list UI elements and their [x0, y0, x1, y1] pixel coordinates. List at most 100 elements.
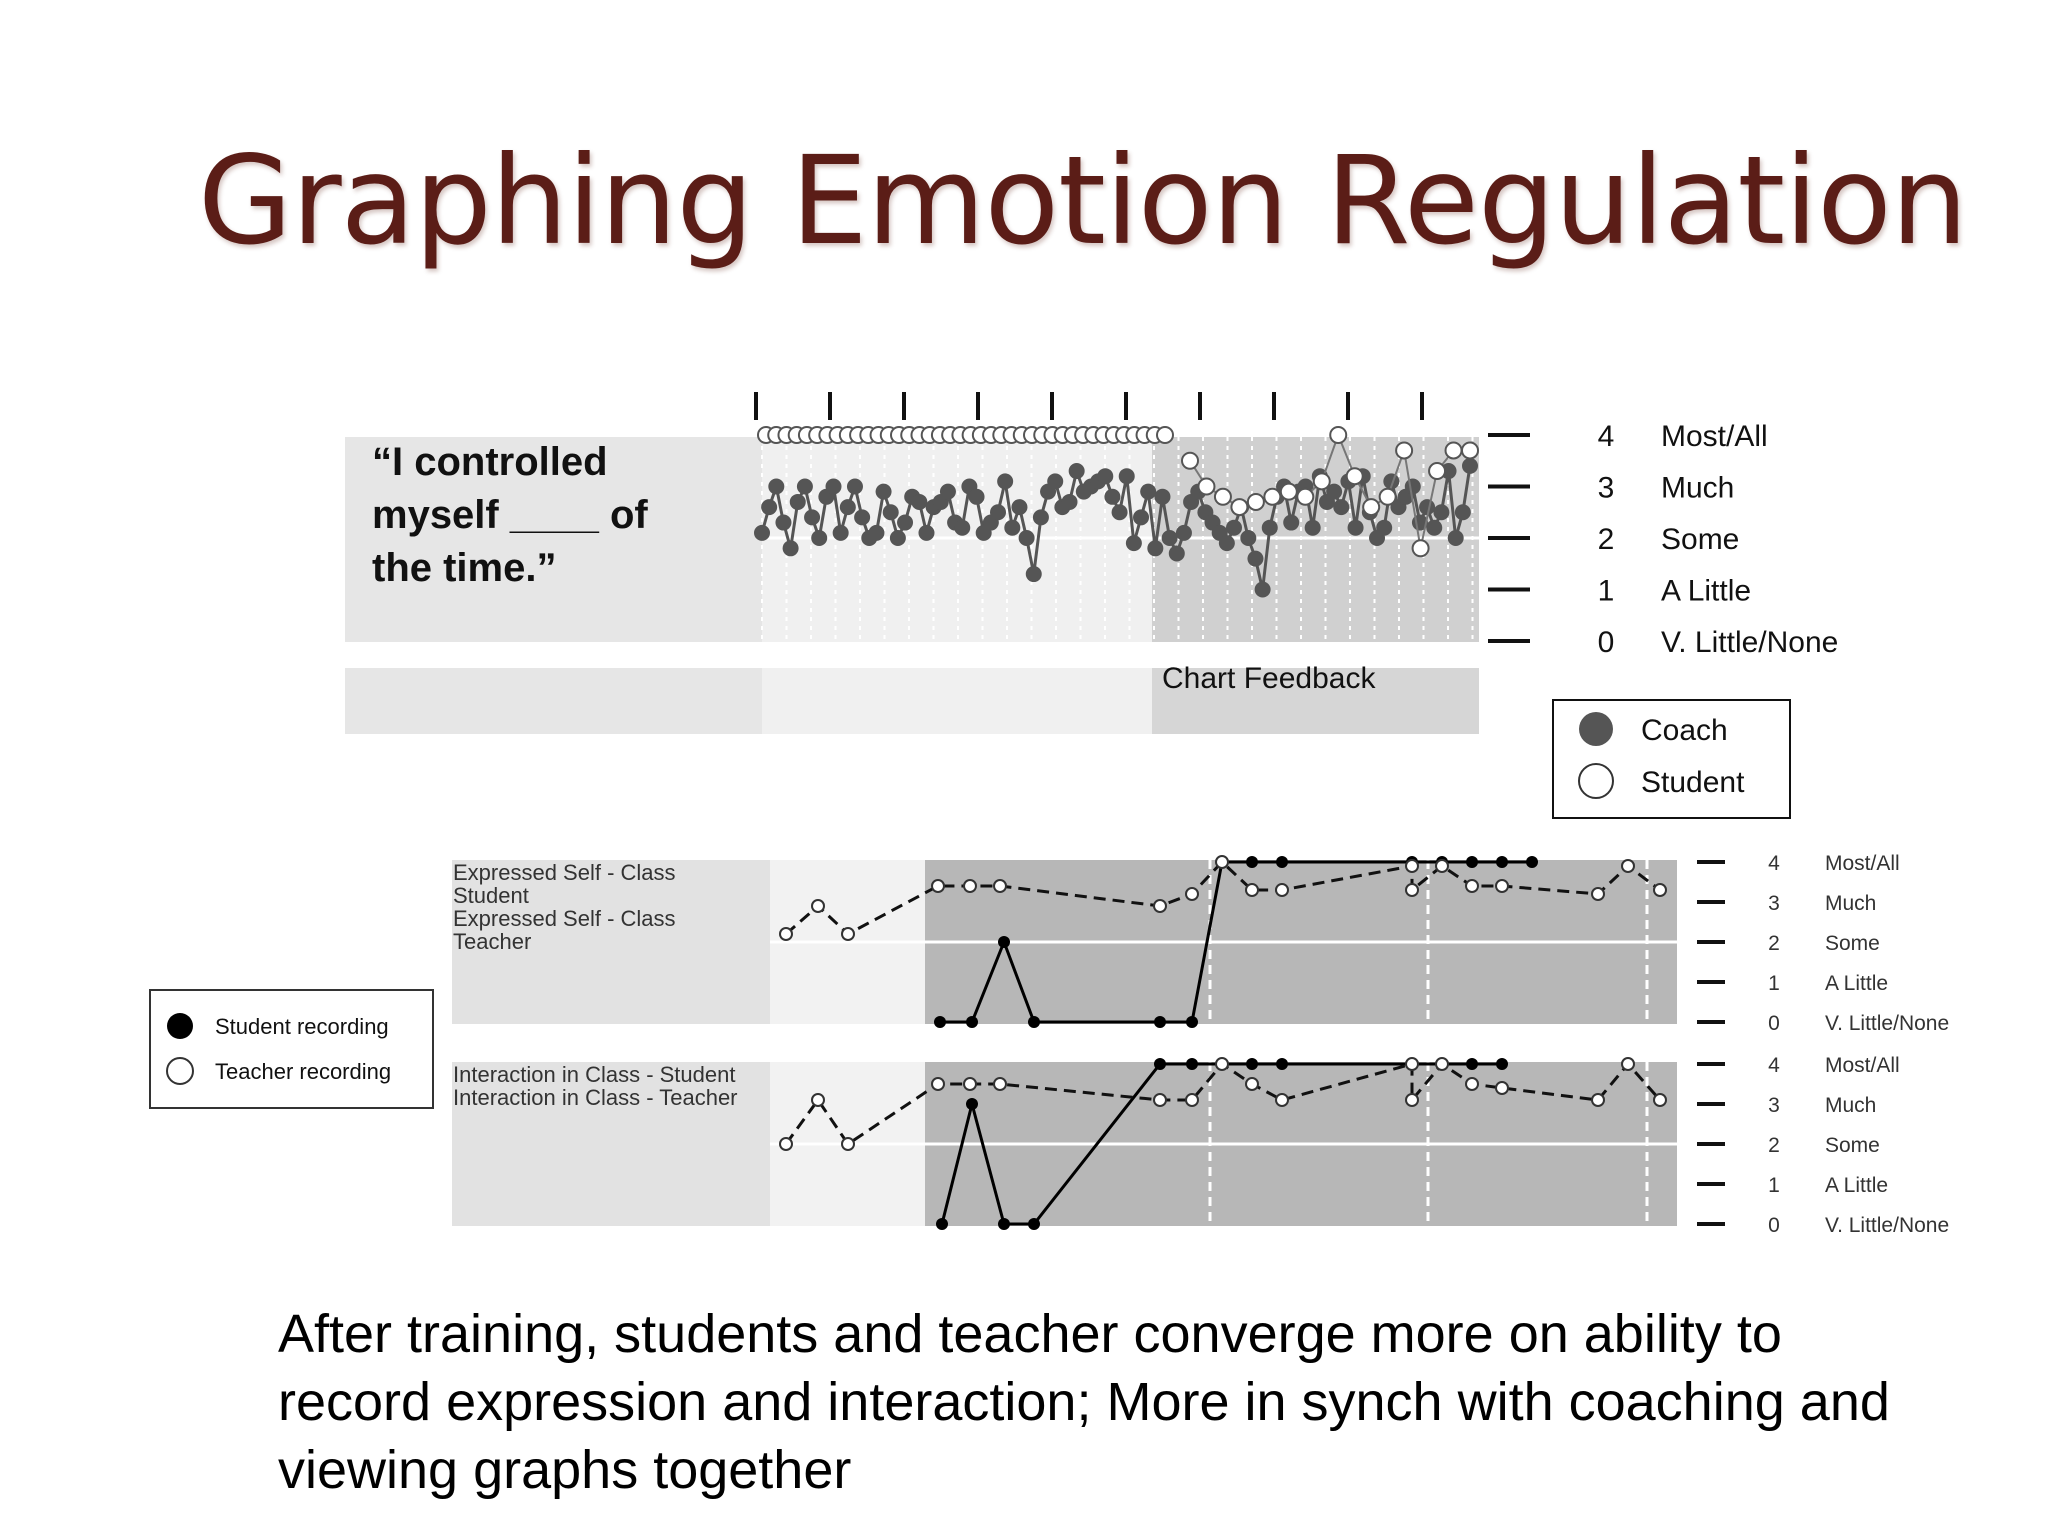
- student-series-point: [841, 927, 855, 941]
- coach-point: [789, 493, 806, 510]
- row-label-panel: [452, 1062, 770, 1226]
- student-series-point: [1653, 1093, 1667, 1107]
- coach-point: [1333, 499, 1350, 516]
- student-point: [1213, 487, 1232, 506]
- coach-point: [1283, 514, 1300, 531]
- top-series: [754, 426, 1479, 598]
- coach-point: [1125, 535, 1142, 552]
- top-y-label: Much: [1661, 472, 1734, 505]
- student-series-point: [1405, 883, 1419, 897]
- row-label: Interaction in Class - Student: [453, 1062, 735, 1087]
- coach-point: [1140, 483, 1157, 500]
- student-series-point: [1405, 1093, 1419, 1107]
- coach-point: [1419, 499, 1436, 516]
- coach-point: [1261, 519, 1278, 536]
- coach-point: [882, 504, 899, 521]
- student-point: [1312, 472, 1331, 491]
- coach-point: [1218, 535, 1235, 552]
- top-y-label: Some: [1661, 523, 1739, 556]
- phase-strip-feedback: [1152, 668, 1479, 734]
- coach-point: [1154, 488, 1171, 505]
- prompt-line-1: “I controlled: [372, 440, 608, 484]
- phase-strip-mid: [762, 668, 1152, 734]
- teacher-series-point: [936, 1218, 948, 1230]
- student-point: [1181, 451, 1199, 470]
- top-y-axis: 4 Most/All 3 Much 2 Some 1 A Little 0 V. Little/N…: [1488, 420, 1838, 659]
- bottom-y-label: Some: [1825, 1134, 1880, 1157]
- student-recording-label: Student recording: [215, 1014, 389, 1039]
- slide-caption: After training, students and teacher con…: [278, 1304, 1890, 1500]
- teacher-series-point: [1028, 1218, 1040, 1230]
- student-series-point: [1153, 899, 1167, 913]
- top-legend: Coach Student: [1552, 699, 1791, 819]
- top-y-value: 4: [1598, 420, 1615, 453]
- coach-point: [1168, 545, 1185, 562]
- coach-point: [804, 509, 821, 526]
- coach-point: [868, 524, 885, 541]
- student-series-point: [1465, 1077, 1479, 1091]
- coach-point: [811, 530, 828, 546]
- student-series-point: [1275, 883, 1289, 897]
- coach-point: [997, 473, 1014, 490]
- bottom-y-label: Much: [1825, 1094, 1876, 1117]
- coach-point: [1376, 519, 1393, 536]
- coach-point: [839, 499, 856, 516]
- student-point: [1156, 426, 1174, 444]
- coach-point: [1147, 540, 1164, 557]
- coach-point: [754, 524, 770, 541]
- student-point: [1411, 539, 1430, 558]
- coach-point: [897, 514, 914, 531]
- prompt-line-2: myself ____ of: [372, 493, 648, 537]
- row-label: Student: [453, 883, 529, 908]
- coach-point: [1118, 468, 1135, 485]
- bottom-y-value: 2: [1768, 1134, 1780, 1157]
- teacher-series-point: [1276, 1058, 1288, 1070]
- coach-line: [760, 465, 1472, 590]
- coach-point: [1454, 504, 1471, 521]
- coach-point: [1175, 524, 1192, 541]
- prompt-panel: [345, 437, 762, 642]
- student-series-point: [1215, 855, 1229, 869]
- student-legend-label: Student: [1641, 766, 1745, 799]
- coach-point: [1404, 478, 1421, 495]
- teacher-series-point: [934, 1016, 946, 1028]
- student-series-point: [1153, 1093, 1167, 1107]
- coach-point: [1462, 457, 1478, 474]
- student-point: [1395, 441, 1414, 460]
- coach-point: [990, 504, 1006, 521]
- student-series-point: [931, 1077, 945, 1091]
- student-series-point: [1621, 1057, 1635, 1071]
- coach-point: [1004, 519, 1021, 536]
- coach-point: [1426, 519, 1443, 536]
- bottom-legend-box: [149, 989, 434, 1109]
- coach-point: [1061, 493, 1078, 510]
- row-label: Teacher: [453, 929, 531, 954]
- teacher-series-point: [1154, 1016, 1166, 1028]
- teacher-series-point: [966, 1016, 978, 1028]
- coach-point: [1304, 519, 1321, 536]
- teacher-series-point: [1496, 856, 1508, 868]
- self-control-chart: “I controlled myself ____ of the time.” …: [345, 392, 1838, 819]
- coach-point: [1447, 530, 1464, 546]
- coach-point: [1133, 509, 1150, 526]
- slide-title: Graphing Emotion Regulation: [197, 130, 1968, 272]
- coach-point: [1025, 566, 1042, 583]
- coach-point: [1104, 488, 1121, 505]
- bottom-y-label: V. Little/None: [1825, 1012, 1949, 1035]
- student-point: [1428, 462, 1447, 481]
- student-series-point: [931, 879, 945, 893]
- teacher-series-point: [1246, 1058, 1258, 1070]
- student-series-point: [1653, 883, 1667, 897]
- student-point: [1345, 467, 1364, 486]
- row-label: Expressed Self - Class: [453, 906, 676, 931]
- student-series-point: [963, 1077, 977, 1091]
- bottom-y-label: V. Little/None: [1825, 1214, 1949, 1237]
- student-series-point: [779, 927, 793, 941]
- student-point: [1329, 426, 1348, 444]
- teacher-series-point: [1526, 856, 1538, 868]
- top-y-label: Most/All: [1661, 420, 1768, 453]
- student-series-point: [993, 879, 1007, 893]
- bottom-y-value: 1: [1768, 972, 1780, 995]
